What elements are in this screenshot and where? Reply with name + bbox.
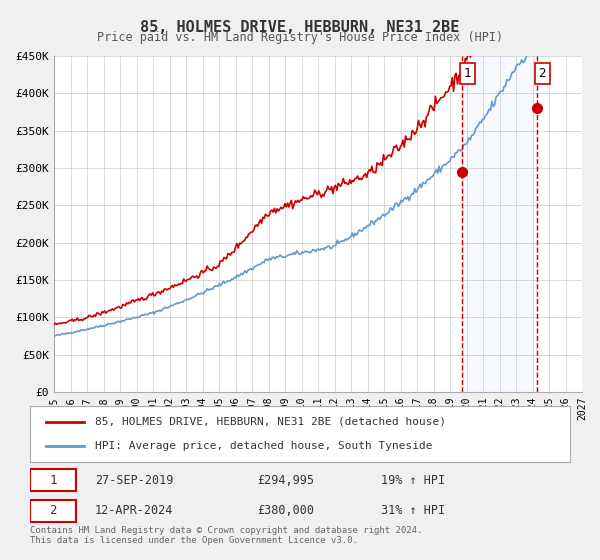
Text: £294,995: £294,995: [257, 474, 314, 487]
Text: 27-SEP-2019: 27-SEP-2019: [95, 474, 173, 487]
Text: 85, HOLMES DRIVE, HEBBURN, NE31 2BE: 85, HOLMES DRIVE, HEBBURN, NE31 2BE: [140, 20, 460, 35]
Text: 31% ↑ HPI: 31% ↑ HPI: [381, 505, 445, 517]
FancyBboxPatch shape: [30, 469, 76, 491]
Text: Contains HM Land Registry data © Crown copyright and database right 2024.: Contains HM Land Registry data © Crown c…: [30, 526, 422, 535]
Text: £380,000: £380,000: [257, 505, 314, 517]
Text: 1: 1: [49, 474, 57, 487]
Text: 2: 2: [49, 505, 57, 517]
Text: Price paid vs. HM Land Registry's House Price Index (HPI): Price paid vs. HM Land Registry's House …: [97, 31, 503, 44]
Text: 12-APR-2024: 12-APR-2024: [95, 505, 173, 517]
Text: 1: 1: [463, 67, 471, 80]
Text: 2: 2: [538, 67, 546, 80]
Bar: [462, 56, 537, 392]
Text: 19% ↑ HPI: 19% ↑ HPI: [381, 474, 445, 487]
Text: HPI: Average price, detached house, South Tyneside: HPI: Average price, detached house, Sout…: [95, 441, 432, 451]
Text: 85, HOLMES DRIVE, HEBBURN, NE31 2BE (detached house): 85, HOLMES DRIVE, HEBBURN, NE31 2BE (det…: [95, 417, 446, 427]
Text: This data is licensed under the Open Government Licence v3.0.: This data is licensed under the Open Gov…: [30, 536, 358, 545]
FancyBboxPatch shape: [30, 500, 76, 522]
